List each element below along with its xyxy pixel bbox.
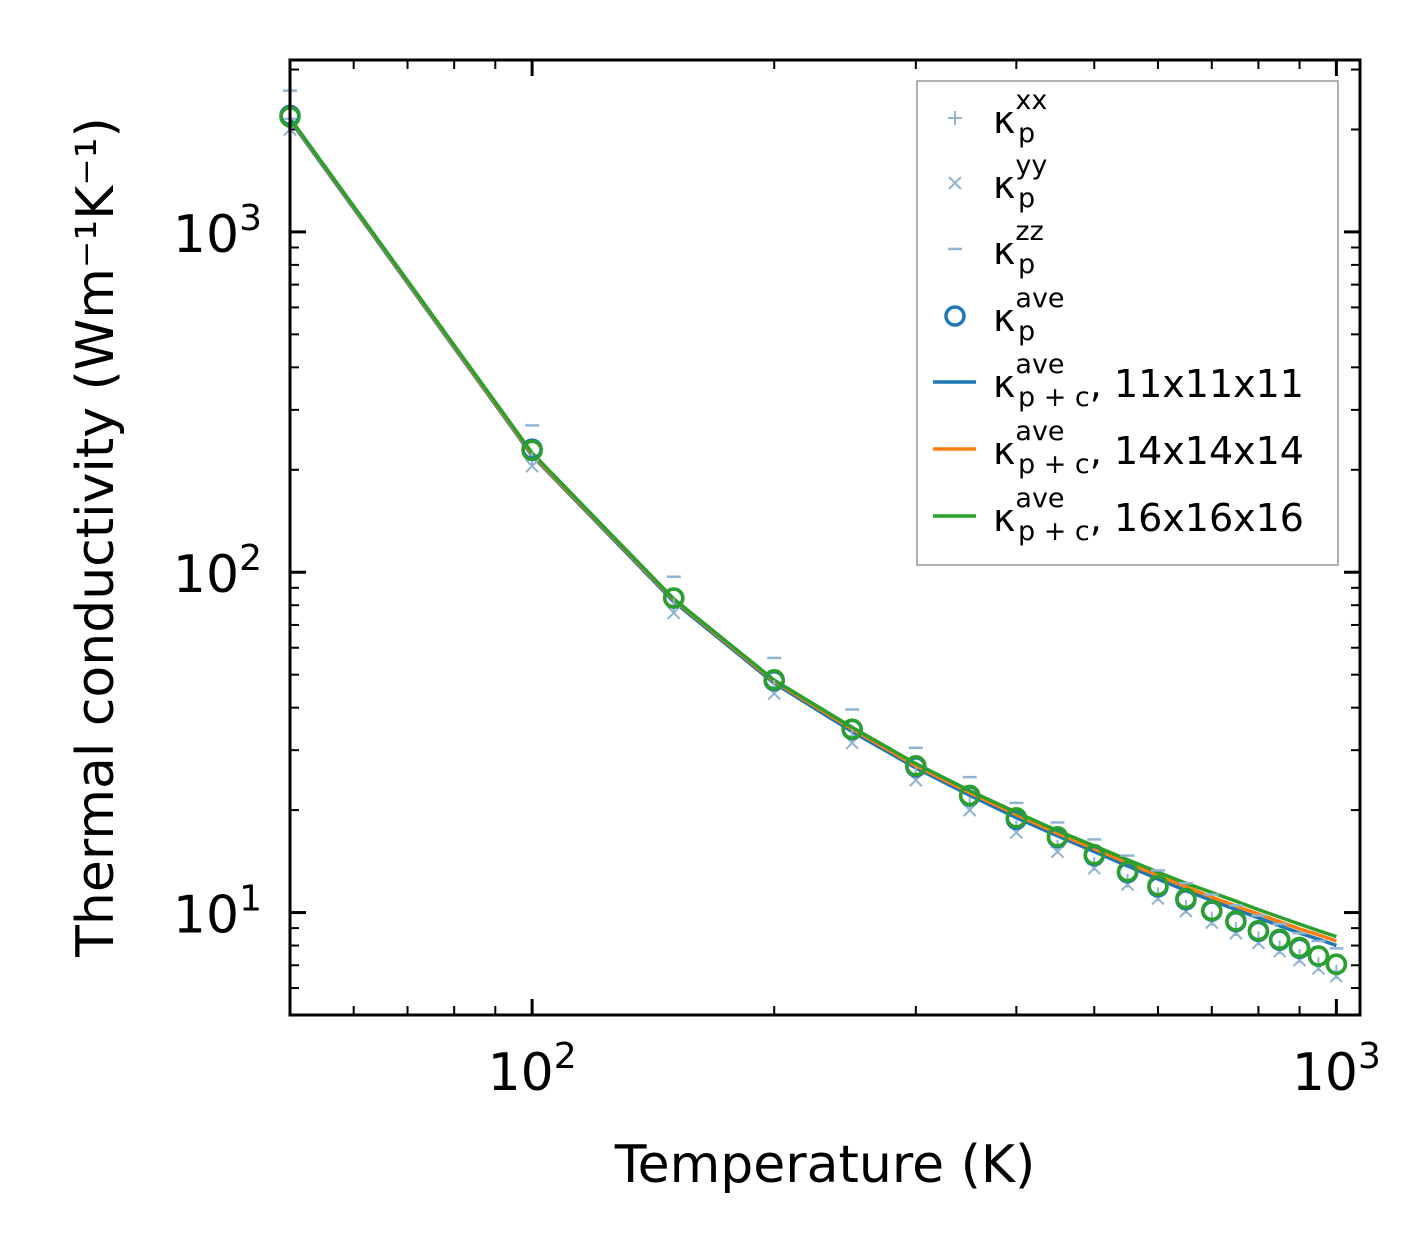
series-markers-7 bbox=[279, 105, 1348, 975]
legend-label-symbol: κ bbox=[993, 98, 1015, 142]
legend-label-suffix: , 11x11x11 bbox=[1090, 362, 1304, 406]
x-tick-label-exponent: 3 bbox=[1358, 1036, 1381, 1077]
x-tick-label-base: 10 bbox=[488, 1043, 554, 1103]
kappa-ave-circle bbox=[1083, 843, 1106, 866]
kappa-ave-circle bbox=[841, 718, 863, 740]
legend-label: κyy p bbox=[993, 150, 1047, 214]
legend-label-sub: p bbox=[1018, 118, 1035, 149]
kappa-ave-circle bbox=[1268, 928, 1291, 950]
legend-label-symbol: κ bbox=[993, 296, 1015, 340]
legend-entry-4: κave p + c, 11x11x11 bbox=[933, 349, 1304, 413]
legend-label-sub: p + c bbox=[1018, 382, 1090, 413]
y-tick-label-exponent: 1 bbox=[239, 879, 262, 920]
legend-label-sup: ave bbox=[1015, 483, 1064, 514]
y-tick-label-base: 10 bbox=[173, 545, 239, 605]
legend-entry-2: κzz p bbox=[948, 216, 1044, 280]
kappa-yy-marker-b bbox=[667, 606, 681, 620]
legend-entry-6: κave p + c, 16x16x16 bbox=[933, 483, 1304, 547]
legend-label: κxx p bbox=[993, 85, 1047, 149]
y-tick-label: 101 bbox=[173, 879, 262, 946]
legend-circle-swatch bbox=[944, 305, 966, 327]
x-axis-label: Temperature (K) bbox=[614, 1135, 1036, 1195]
kappa-ave-circle bbox=[1046, 826, 1069, 848]
kappa-ave-circle bbox=[1005, 806, 1028, 829]
legend-label-symbol: κ bbox=[993, 229, 1015, 273]
kappa-ave-circle bbox=[763, 669, 785, 691]
legend-label-symbol: κ bbox=[993, 496, 1015, 540]
y-axis-label: Thermal conductivity (Wm⁻¹K⁻¹) bbox=[66, 117, 126, 958]
kappa-ave-circle bbox=[1201, 899, 1223, 922]
legend-label-sub: p + c bbox=[1018, 516, 1090, 547]
legend-label: κave p + c, 11x11x11 bbox=[993, 349, 1304, 413]
legend-entry-1: κyy p bbox=[948, 150, 1047, 214]
legend-plus-swatch bbox=[948, 111, 962, 125]
kappa-yy-marker-b bbox=[962, 803, 977, 817]
plot-area bbox=[279, 89, 1348, 983]
y-tick-label-base: 10 bbox=[173, 205, 239, 265]
series-line-6 bbox=[288, 117, 1337, 939]
plot-frame bbox=[288, 58, 1362, 1017]
legend-label: κave p + c, 14x14x14 bbox=[993, 416, 1304, 480]
legend-entry-3: κave p bbox=[944, 283, 1065, 347]
legend-label-sup: xx bbox=[1015, 85, 1047, 116]
kappa-ave-circle bbox=[1147, 874, 1169, 897]
legend-label-suffix: , 16x16x16 bbox=[1090, 496, 1304, 540]
legend-label-sub: p bbox=[1018, 316, 1035, 347]
legend-label-sub: p bbox=[1018, 183, 1035, 214]
kappa-ave-circle bbox=[1307, 945, 1330, 967]
kappa-ave-circle bbox=[1175, 887, 1197, 910]
legend-label-sup: yy bbox=[1015, 150, 1047, 181]
kappa-ave-circle bbox=[958, 784, 981, 807]
kappa-ave-circle bbox=[905, 755, 927, 777]
x-tick-label: 103 bbox=[1292, 1036, 1381, 1103]
legend-frame bbox=[916, 80, 1339, 566]
legend-label-sub: p + c bbox=[1018, 449, 1090, 480]
kappa-yy-marker bbox=[667, 606, 681, 620]
kappa-ave-circle bbox=[1116, 860, 1139, 883]
legend-x-swatch-b bbox=[948, 176, 962, 190]
y-tick-label: 102 bbox=[173, 538, 262, 605]
x-tick-label: 102 bbox=[488, 1036, 577, 1103]
legend-label-sup: ave bbox=[1015, 349, 1064, 380]
legend-label-sup: zz bbox=[1015, 216, 1043, 247]
legend-label: κave p bbox=[993, 283, 1065, 347]
legend-label-sup: ave bbox=[1015, 283, 1064, 314]
kappa-ave-circle bbox=[1288, 936, 1311, 959]
kappa-ave-circle bbox=[662, 587, 685, 609]
kappa-yy-marker-b bbox=[1050, 844, 1065, 859]
legend-label-symbol: κ bbox=[993, 163, 1015, 207]
kappa-yy-marker-b bbox=[525, 459, 539, 473]
legend-label-sub: p bbox=[1018, 249, 1035, 280]
kappa-ave-circle bbox=[1247, 919, 1270, 942]
x-tick-label-exponent: 2 bbox=[554, 1036, 577, 1077]
legend-label-symbol: κ bbox=[993, 429, 1015, 473]
legend-label: κzz p bbox=[993, 216, 1044, 280]
x-tick-label-base: 10 bbox=[1292, 1043, 1358, 1103]
y-tick-label: 103 bbox=[173, 198, 262, 265]
legend-entry-0: κxx p bbox=[948, 85, 1047, 149]
y-tick-label-exponent: 3 bbox=[239, 198, 262, 239]
kappa-ave-circle bbox=[1325, 953, 1348, 975]
y-tick-label-base: 10 bbox=[173, 886, 239, 946]
kappa-yy-marker bbox=[1050, 844, 1065, 859]
kappa-yy-marker bbox=[525, 459, 539, 473]
legend-label-symbol: κ bbox=[993, 362, 1015, 406]
legend-entry-5: κave p + c, 14x14x14 bbox=[933, 416, 1304, 480]
legend-x-swatch bbox=[948, 176, 962, 190]
kappa-ave-circle bbox=[521, 439, 543, 462]
kappa-ave-circle bbox=[1225, 910, 1247, 932]
kappa-yy-marker bbox=[962, 803, 977, 817]
legend-label-sup: ave bbox=[1015, 416, 1064, 447]
y-tick-label-exponent: 2 bbox=[239, 538, 262, 579]
legend-label-suffix: , 14x14x14 bbox=[1090, 429, 1304, 473]
legend-label: κave p + c, 16x16x16 bbox=[993, 483, 1304, 547]
